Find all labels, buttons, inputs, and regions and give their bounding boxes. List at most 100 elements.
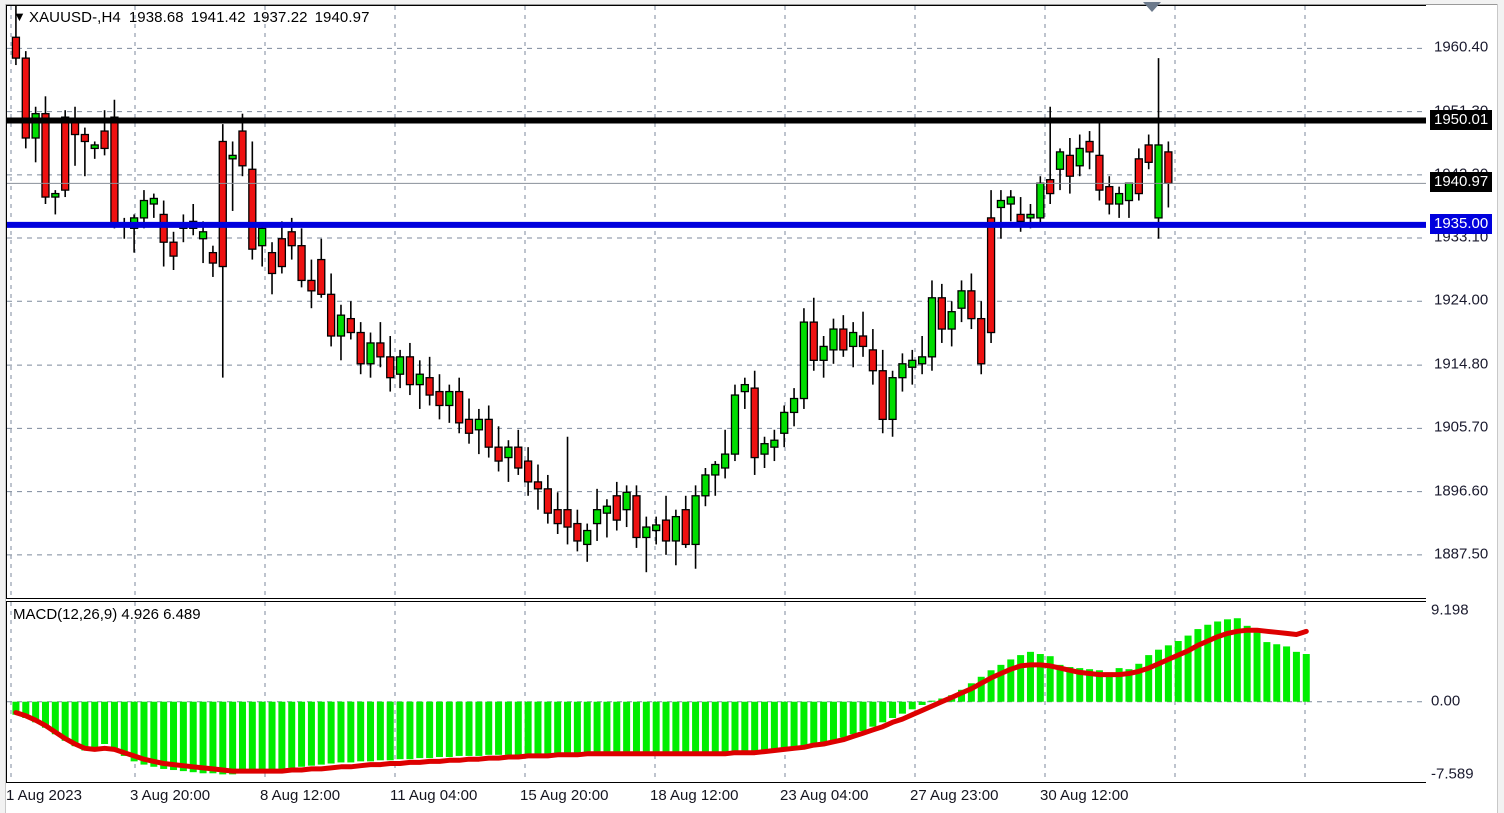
time-tick-label: 3 Aug 20:00 — [130, 787, 211, 804]
candle-body — [543, 488, 552, 514]
macd-histogram-bar — [209, 701, 217, 774]
candle — [70, 106, 80, 166]
candle-body — [307, 279, 316, 292]
time-tick-label: 27 Aug 23:00 — [910, 787, 999, 804]
candle — [208, 245, 218, 277]
candle-body — [248, 168, 257, 250]
resistance-level-badge[interactable]: 1950.01 — [1430, 109, 1493, 130]
macd-histogram-bar — [613, 701, 621, 755]
candle — [770, 429, 779, 462]
macd-histogram-bar — [573, 701, 581, 755]
macd-histogram-bar — [367, 701, 375, 762]
candle — [238, 113, 247, 177]
candle-body — [1105, 185, 1114, 205]
candle — [100, 110, 109, 156]
candle — [750, 370, 759, 475]
candle — [681, 495, 690, 548]
macd-histogram-bar — [278, 701, 286, 769]
macd-histogram-bar — [564, 701, 572, 755]
price-tick-label: 1896.60 — [1434, 482, 1489, 500]
candle-body — [455, 390, 464, 424]
time-tick-label: 11 Aug 04:00 — [390, 787, 478, 804]
candle-body — [435, 390, 444, 407]
macd-histogram-bar — [554, 701, 562, 755]
macd-histogram-bar — [692, 701, 700, 755]
macd-histogram-bar — [879, 701, 887, 723]
price-axis-scale[interactable]: 1960.401951.301942.201933.101924.001914.… — [1426, 5, 1498, 599]
candle — [376, 322, 385, 368]
chart-marker-triangle[interactable] — [1143, 2, 1161, 12]
macd-histogram-bar — [859, 701, 867, 731]
macd-histogram-bar — [958, 689, 966, 702]
macd-histogram-bar — [406, 701, 414, 760]
candle-body — [750, 387, 759, 459]
candle-body — [927, 297, 937, 358]
support-level-badge[interactable]: 1935.00 — [1430, 213, 1493, 234]
candle — [878, 349, 887, 434]
candle — [720, 429, 730, 479]
macd-histogram-bar — [632, 701, 640, 755]
macd-histogram-bar — [1302, 654, 1310, 702]
candle-body — [159, 213, 168, 243]
candle — [149, 193, 158, 218]
macd-histogram-bar — [1017, 655, 1025, 702]
time-axis-scale[interactable]: 1 Aug 2023 3 Aug 20:00 8 Aug 12:00 11 Aug 0… — [6, 784, 1426, 810]
macd-tick-label: -7.589 — [1431, 765, 1474, 783]
macd-histogram-bar — [386, 701, 394, 761]
macd-histogram-bar — [898, 701, 906, 714]
macd-histogram-bar — [376, 701, 384, 761]
macd-histogram-bar — [12, 701, 20, 715]
macd-histogram-bar — [71, 701, 79, 747]
time-tick-label: 15 Aug 20:00 — [520, 787, 609, 804]
macd-histogram-bar — [977, 676, 985, 702]
right-scrollbar-rail[interactable] — [1497, 4, 1504, 813]
candle — [317, 238, 326, 298]
macd-histogram-bar — [238, 701, 246, 774]
candle-body — [967, 290, 976, 320]
macd-histogram-bar — [800, 701, 808, 748]
macd-histogram-bar — [1056, 664, 1064, 702]
macd-histogram-bar — [416, 701, 424, 759]
macd-histogram-bar — [1115, 668, 1123, 702]
candle — [277, 221, 287, 274]
candle — [41, 96, 50, 204]
candle-body — [366, 342, 375, 365]
macd-histogram-bar — [219, 701, 227, 775]
macd-histogram-bar — [32, 701, 40, 723]
candle — [937, 283, 946, 343]
macd-histogram-bar — [711, 701, 719, 754]
candle — [898, 353, 907, 392]
macd-histogram-bar — [248, 701, 256, 773]
candle — [573, 509, 582, 552]
candle — [169, 231, 178, 270]
macd-axis-scale[interactable]: 9.198 0.00 -7.589 — [1426, 601, 1498, 783]
current-price-badge[interactable]: 1940.97 — [1430, 172, 1493, 193]
macd-histogram-bar — [1204, 624, 1212, 702]
macd-indicator-panel[interactable]: MACD(12,26,9) 4.926 6.489 — [6, 601, 1426, 783]
candle — [563, 436, 572, 545]
macd-histogram-bar — [396, 701, 404, 760]
candle-body — [996, 199, 1006, 209]
macd-histogram-bar — [544, 701, 552, 755]
candle-body — [553, 509, 562, 525]
candle-body — [415, 373, 424, 386]
macd-histogram-bar — [91, 701, 99, 748]
candle-body — [267, 251, 277, 275]
macd-histogram-bar — [1184, 635, 1192, 702]
macd-histogram-bar — [514, 701, 522, 755]
candle-body — [652, 524, 661, 532]
time-tick-label: 8 Aug 12:00 — [260, 787, 341, 804]
candle-body — [139, 199, 149, 219]
macd-histogram-bar — [1135, 663, 1143, 702]
macd-histogram-bar — [662, 701, 670, 755]
candle-body — [100, 130, 109, 150]
triangle-down-icon[interactable]: ▼ — [13, 9, 26, 24]
candle-body — [937, 297, 946, 330]
macd-histogram-bar — [485, 701, 493, 755]
price-chart-panel[interactable]: ▼ XAUUSD-,H4 1938.68 1941.42 1937.22 1940.97 — [6, 5, 1426, 599]
candle-body — [1114, 192, 1124, 205]
candle-body — [829, 328, 838, 351]
macd-histogram-bar — [1164, 645, 1172, 702]
chart-symbol-label: XAUUSD-,H4 — [28, 9, 121, 26]
candle — [11, 6, 21, 66]
